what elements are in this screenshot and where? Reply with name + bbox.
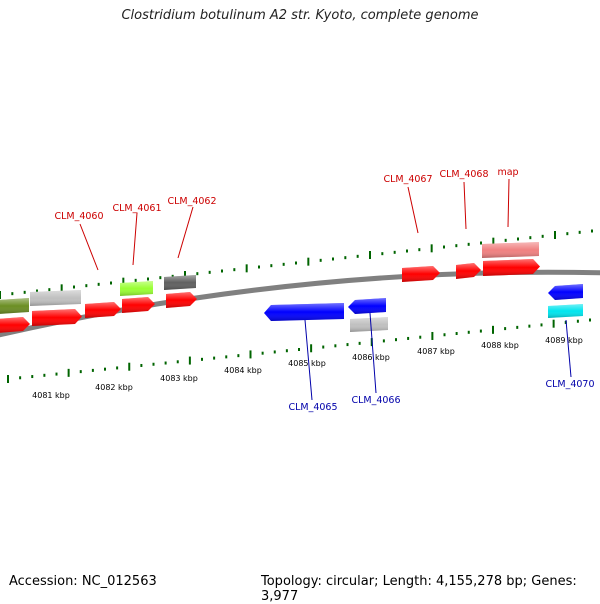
reverse-gene-shade xyxy=(264,303,344,321)
gene-clm-4070-label: CLM_4070 xyxy=(545,379,594,390)
gene-clm-4062-label: CLM_4062 xyxy=(167,196,216,207)
feature-dark-gray-shade xyxy=(164,275,196,290)
forward-gene-shade xyxy=(456,263,481,279)
gene-clm-4061-leader xyxy=(132,212,138,266)
gene-clm-4068-leader xyxy=(463,181,467,230)
map-title: Clostridium botulinum A2 str. Kyoto, com… xyxy=(121,8,479,23)
gene-clm-4068-label: CLM_4068 xyxy=(439,169,488,180)
scale-label: 4084 kbp xyxy=(224,366,262,375)
gene-clm-4065-leader xyxy=(304,319,313,401)
lower-tick-track xyxy=(7,318,591,383)
scale-label: 4086 kbp xyxy=(352,353,390,362)
gene-clm-4066-leader xyxy=(369,312,377,394)
feature-lime-shade xyxy=(120,281,153,296)
forward-gene-shade xyxy=(85,302,121,318)
forward-gene-shade xyxy=(32,309,82,326)
forward-gene-shade xyxy=(166,292,197,308)
gene-clm-4061-label: CLM_4061 xyxy=(112,203,161,214)
scale-label: 4089 kbp xyxy=(545,336,583,345)
feature-cyan-shade xyxy=(548,304,583,318)
forward-gene-shade xyxy=(0,317,30,333)
reverse-gene-shade xyxy=(348,298,386,314)
feature-gray-1-shade xyxy=(30,290,81,306)
gene-clm-4066-label: CLM_4066 xyxy=(351,395,400,406)
upper-tick-track xyxy=(0,229,593,299)
reverse-gene-shade xyxy=(548,284,583,300)
gene-clm-4062-leader xyxy=(177,206,194,259)
forward-gene-shade xyxy=(402,266,440,282)
feature-gray-2-shade xyxy=(350,317,388,332)
scale-label: 4087 kbp xyxy=(417,347,455,356)
gene-clm-4060-label: CLM_4060 xyxy=(54,211,103,222)
scale-label: 4088 kbp xyxy=(481,341,519,350)
gene-map-leader xyxy=(507,178,510,228)
scale-label: 4082 kbp xyxy=(95,383,133,392)
gene-map-label: map xyxy=(497,167,518,178)
gene-clm-4060-leader xyxy=(79,223,99,271)
scale-label: 4083 kbp xyxy=(160,374,198,383)
scale-labels: 4081 kbp 4082 kbp 4083 kbp 4084 kbp 4085 kbp… xyxy=(32,336,583,400)
feature-pink-shade xyxy=(482,242,539,258)
gene-features xyxy=(0,242,583,333)
gene-clm-4067-label: CLM_4067 xyxy=(383,174,432,185)
forward-gene-shade xyxy=(122,297,155,313)
gene-clm-4070-leader xyxy=(565,319,572,378)
gene-clm-4065-label: CLM_4065 xyxy=(288,402,337,413)
gene-callouts: CLM_4060 CLM_4061 CLM_4062 CLM_4067 CLM_4068… xyxy=(54,167,594,413)
feature-olive-shade xyxy=(0,298,29,314)
accession-text: Accession: NC_012563 xyxy=(9,574,157,589)
gene-clm-4067-leader xyxy=(407,186,419,234)
forward-gene-shade xyxy=(483,259,540,276)
scale-label: 4081 kbp xyxy=(32,391,70,400)
scale-label: 4085 kbp xyxy=(288,359,326,368)
